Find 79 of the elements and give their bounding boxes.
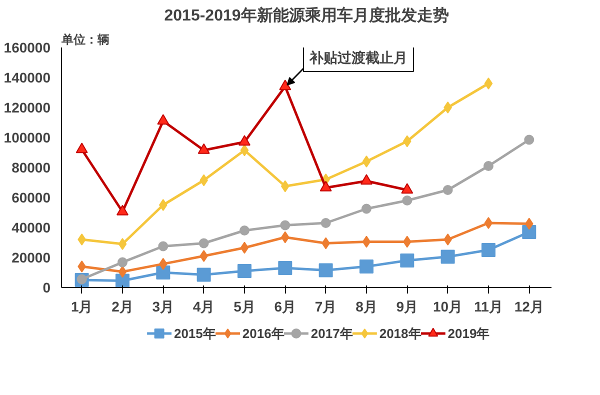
- point: [78, 260, 86, 272]
- point: [400, 254, 414, 268]
- point: [117, 257, 128, 268]
- point: [320, 180, 332, 192]
- x-tick-label: 3月: [152, 298, 174, 314]
- point: [484, 78, 493, 90]
- y-tick-label: 40000: [12, 220, 51, 236]
- point: [200, 250, 208, 262]
- y-tick-label: 80000: [12, 160, 51, 176]
- x-tick-label: 6月: [274, 298, 296, 314]
- annotation: 补贴过渡截止月: [308, 50, 408, 66]
- point: [278, 261, 292, 275]
- legend-label: 2015年: [174, 326, 216, 341]
- point: [318, 263, 333, 278]
- y-tick-label: 140000: [4, 70, 51, 86]
- point: [118, 238, 127, 250]
- point: [360, 174, 372, 185]
- x-tick-label: 11月: [474, 298, 503, 314]
- legend-label: 2017年: [310, 326, 353, 341]
- point: [522, 225, 536, 239]
- point: [198, 238, 209, 248]
- point: [483, 161, 494, 171]
- y-tick-label: 100000: [4, 130, 51, 146]
- point: [402, 196, 412, 206]
- point: [158, 199, 168, 211]
- point: [116, 204, 128, 216]
- point: [362, 156, 371, 168]
- point: [280, 180, 290, 192]
- x-tick-label: 10月: [433, 298, 463, 314]
- y-axis-title: 单位：辆: [60, 32, 110, 46]
- point: [442, 185, 453, 195]
- x-tick-label: 9月: [396, 298, 418, 314]
- y-tick-label: 120000: [4, 100, 51, 116]
- chart-title: 2015-2019年新能源乘用车月度批发走势: [164, 6, 449, 24]
- point: [237, 264, 252, 278]
- point: [196, 268, 211, 282]
- y-tick-label: 0: [42, 280, 51, 296]
- x-tick-label: 7月: [314, 298, 337, 314]
- point: [484, 217, 493, 229]
- point: [320, 218, 331, 228]
- x-tick-label: 4月: [192, 298, 215, 314]
- point: [361, 204, 372, 214]
- point: [279, 80, 292, 90]
- point: [198, 143, 210, 154]
- x-tick-label: 8月: [356, 298, 378, 314]
- point: [240, 144, 249, 156]
- point: [402, 236, 412, 248]
- legend-label: 2018年: [379, 326, 422, 341]
- y-tick-label: 20000: [12, 250, 51, 266]
- point: [359, 260, 374, 274]
- point: [78, 234, 86, 246]
- point: [481, 243, 496, 257]
- point: [444, 102, 452, 114]
- point: [444, 234, 452, 246]
- y-tick-label: 60000: [12, 190, 51, 206]
- point: [280, 220, 290, 230]
- point: [240, 242, 249, 254]
- x-tick-label: 12月: [514, 298, 544, 314]
- point: [440, 250, 455, 264]
- x-tick-label: 5月: [234, 298, 256, 314]
- point: [239, 226, 250, 236]
- legend-label: 2019年: [448, 326, 490, 341]
- point: [118, 266, 127, 278]
- legend-label: 2016年: [242, 326, 284, 341]
- point: [156, 266, 170, 280]
- point: [524, 218, 534, 230]
- point: [402, 135, 412, 148]
- point: [158, 258, 168, 270]
- x-tick-label: 2月: [112, 298, 134, 314]
- point: [524, 134, 534, 145]
- point: [401, 183, 414, 194]
- y-tick-label: 160000: [4, 40, 51, 56]
- point: [238, 135, 250, 146]
- point: [76, 142, 88, 154]
- point: [362, 236, 371, 248]
- point: [158, 241, 168, 252]
- point: [280, 231, 290, 244]
- x-tick-label: 1月: [70, 298, 93, 314]
- point: [157, 114, 170, 125]
